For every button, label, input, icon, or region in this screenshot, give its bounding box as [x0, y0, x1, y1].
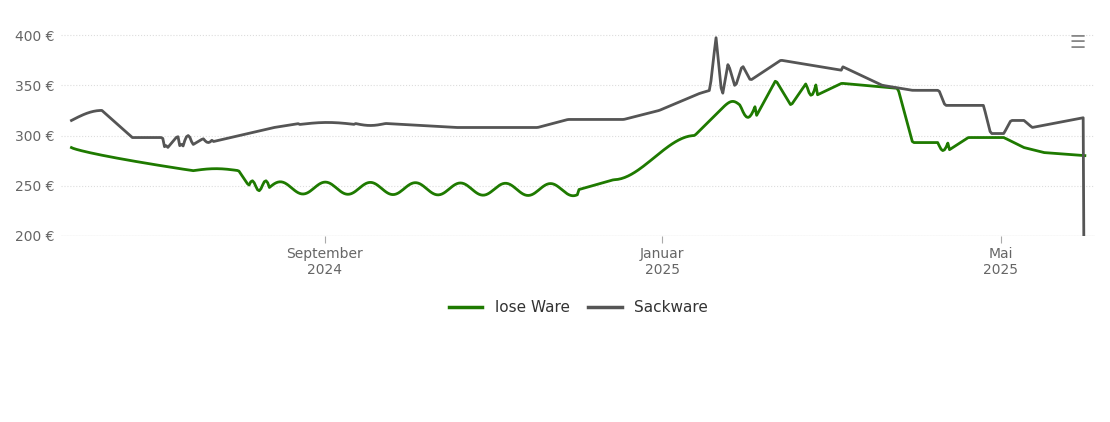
Legend: lose Ware, Sackware: lose Ware, Sackware: [443, 294, 714, 321]
Text: ☰: ☰: [1069, 34, 1086, 52]
